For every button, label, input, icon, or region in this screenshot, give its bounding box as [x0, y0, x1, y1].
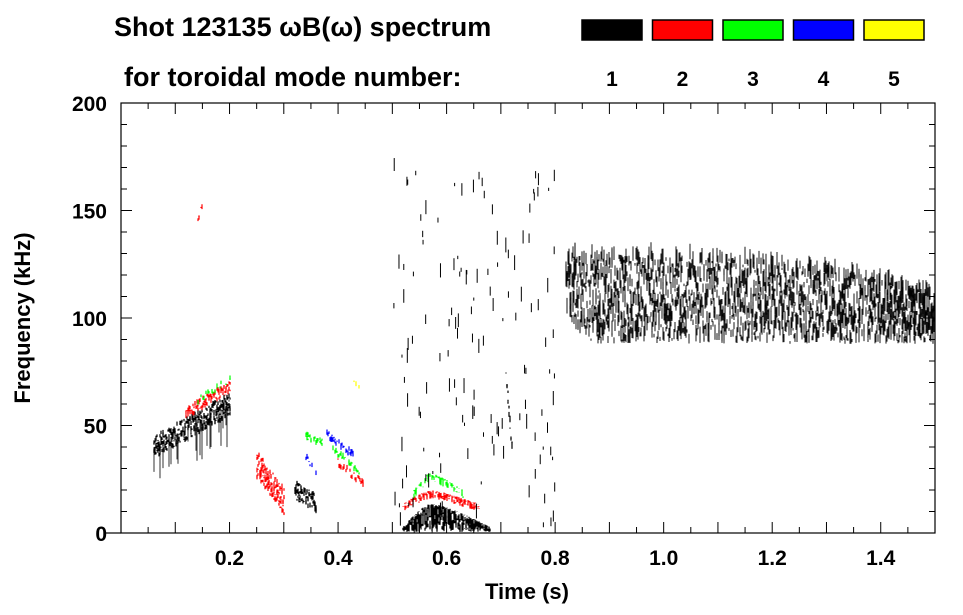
- scatter-streaks: [393, 158, 556, 533]
- y-tick-label: 0: [95, 523, 107, 546]
- mode-3-feature: [197, 375, 231, 405]
- mode-5-feature: [353, 380, 360, 389]
- mode-1-feature: [153, 393, 231, 479]
- legend: 1 2 3 4 5: [581, 19, 925, 91]
- legend-swatch-mode-4: [792, 19, 855, 41]
- x-tick-label: 0.2: [215, 547, 244, 570]
- chart-title: Shot 123135 ωB(ω) spectrum: [114, 12, 491, 42]
- mode-1-feature: [505, 372, 513, 449]
- legend-label-mode-1: 1: [606, 68, 618, 91]
- legend-swatch-mode-1: [581, 19, 643, 41]
- mode-2-feature: [197, 204, 203, 222]
- x-tick-label: 1.0: [649, 547, 678, 570]
- mode-2-feature: [256, 452, 285, 516]
- mode-3-feature: [305, 431, 323, 446]
- y-axis-label: Frequency (kHz): [10, 232, 35, 403]
- x-tick-label: 0.6: [432, 547, 461, 570]
- mode-2-feature: [185, 381, 231, 419]
- y-tick-label: 100: [72, 308, 107, 331]
- y-tick-label: 200: [72, 93, 107, 116]
- mode-1-feature: [565, 242, 936, 344]
- legend-label-mode-5: 5: [888, 68, 900, 91]
- y-tick-label: 50: [84, 416, 107, 439]
- mode-1-feature: [294, 480, 317, 514]
- axes: 0.2 0.4 0.6 0.8 1.0 1.2 1.4 0 50 100 150 200: [72, 93, 936, 570]
- legend-label-mode-4: 4: [818, 68, 830, 91]
- x-tick-label: 1.2: [758, 547, 787, 570]
- legend-label-mode-2: 2: [677, 68, 689, 91]
- x-tick-label: 1.4: [866, 547, 896, 570]
- legend-label-mode-3: 3: [747, 68, 759, 91]
- x-tick-label: 0.4: [323, 547, 353, 570]
- legend-swatch-mode-2: [651, 19, 714, 41]
- x-axis-label: Time (s): [485, 579, 569, 604]
- y-tick-label: 150: [72, 201, 107, 224]
- legend-swatch-mode-3: [722, 19, 784, 41]
- spectrogram-marks: [153, 158, 936, 533]
- legend-swatch-mode-5: [863, 19, 925, 41]
- mode-3-feature: [332, 445, 360, 475]
- x-tick-label: 0.8: [541, 547, 571, 570]
- mode-2-feature: [337, 458, 364, 487]
- legend-caption: for toroidal mode number:: [124, 62, 462, 92]
- mode-4-feature: [326, 429, 354, 457]
- mode-3-feature: [413, 473, 464, 498]
- mode-4-feature: [305, 453, 317, 476]
